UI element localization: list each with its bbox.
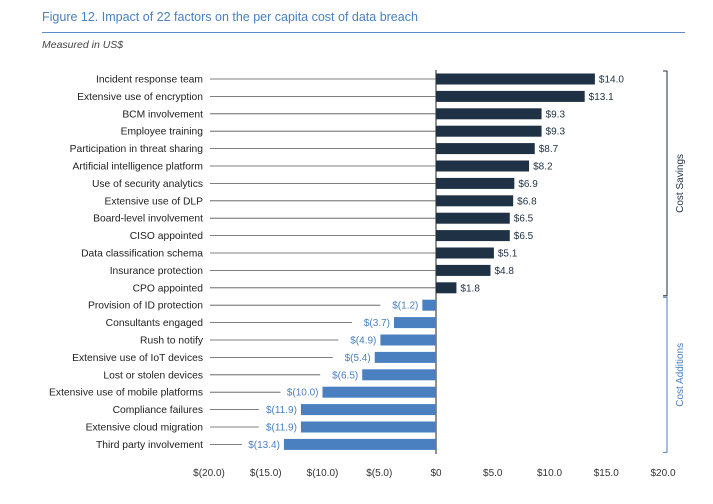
value-label: $6.5	[514, 214, 534, 225]
bar	[283, 438, 436, 450]
category-label: Extensive use of DLP	[105, 196, 204, 207]
category-label: Rush to notify	[140, 336, 204, 347]
bar	[374, 351, 436, 363]
category-label: BCM involvement	[122, 109, 203, 120]
group-label: Cost Additions	[675, 343, 686, 407]
bar	[380, 334, 436, 346]
category-label: Extensive use of IoT devices	[72, 353, 203, 364]
value-label: $(5.4)	[345, 353, 371, 364]
category-label: Use of security analytics	[92, 179, 203, 190]
bar	[436, 247, 494, 259]
x-tick-label: $(15.0)	[250, 468, 282, 479]
bar	[436, 160, 530, 172]
category-label: CISO appointed	[130, 231, 204, 242]
value-label: $(6.5)	[332, 370, 358, 381]
x-tick-label: $20.0	[650, 468, 675, 479]
category-label: Compliance failures	[113, 405, 203, 416]
bar	[436, 282, 457, 294]
category-label: Provision of ID protection	[88, 301, 203, 312]
x-tick-label: $0	[430, 468, 442, 479]
category-label: CPO appointed	[133, 283, 204, 294]
category-label: Extensive use of encryption	[77, 92, 203, 103]
category-label: Consultants engaged	[106, 318, 204, 329]
bar	[422, 299, 436, 311]
category-label: Extensive cloud migration	[86, 423, 204, 434]
x-tick-label: $(20.0)	[193, 468, 225, 479]
category-label: Data classification schema	[81, 249, 203, 260]
category-label: Participation in threat sharing	[70, 144, 204, 155]
x-tick-label: $10.0	[537, 468, 562, 479]
value-label: $14.0	[599, 75, 624, 86]
value-label: $13.1	[589, 92, 614, 103]
x-tick-label: $(5.0)	[366, 468, 392, 479]
value-label: $(4.9)	[350, 336, 376, 347]
chart-subtitle: Measured in US$	[42, 39, 124, 51]
bar	[300, 404, 436, 416]
value-label: $(13.4)	[248, 440, 280, 451]
category-label: Board-level involvement	[93, 214, 203, 225]
value-label: $8.2	[533, 162, 553, 173]
bar	[436, 73, 595, 85]
value-label: $(3.7)	[364, 318, 390, 329]
x-tick-label: $5.0	[483, 468, 503, 479]
bar	[436, 264, 491, 276]
bar	[436, 108, 542, 120]
category-label: Artificial intelligence platform	[73, 162, 203, 173]
category-label: Third party involvement	[96, 440, 203, 451]
value-label: $(10.0)	[287, 388, 319, 399]
bar	[436, 90, 585, 102]
value-label: $6.5	[514, 231, 534, 242]
bar	[394, 317, 436, 329]
category-label: Employee training	[121, 127, 204, 138]
group-label: Cost Savings	[675, 154, 686, 213]
title-divider	[42, 32, 685, 33]
chart-title: Figure 12. Impact of 22 factors on the p…	[42, 10, 418, 24]
value-label: $8.7	[539, 144, 559, 155]
bar	[436, 212, 510, 224]
category-label: Lost or stolen devices	[103, 370, 203, 381]
value-label: $(1.2)	[392, 301, 418, 312]
x-tick-label: $15.0	[594, 468, 619, 479]
bar	[362, 369, 436, 381]
x-tick-label: $(10.0)	[307, 468, 339, 479]
value-label: $9.3	[546, 127, 566, 138]
value-label: $6.8	[517, 196, 537, 207]
value-label: $6.9	[518, 179, 538, 190]
value-label: $1.8	[460, 283, 480, 294]
category-label: Extensive use of mobile platforms	[49, 388, 203, 399]
bar	[300, 421, 436, 433]
value-label: $5.1	[498, 249, 518, 260]
group-bracket	[663, 296, 668, 453]
value-label: $4.8	[494, 266, 514, 277]
bar	[436, 143, 535, 155]
bar	[436, 230, 510, 242]
value-label: $(11.9)	[266, 423, 297, 434]
value-label: $(11.9)	[266, 405, 297, 416]
bar	[322, 386, 436, 398]
category-label: Insurance protection	[110, 266, 204, 277]
category-label: Incident response team	[96, 75, 203, 86]
group-bracket	[663, 70, 668, 297]
bar	[436, 195, 514, 207]
bar	[436, 125, 542, 137]
value-label: $9.3	[546, 109, 566, 120]
bar	[436, 177, 515, 189]
